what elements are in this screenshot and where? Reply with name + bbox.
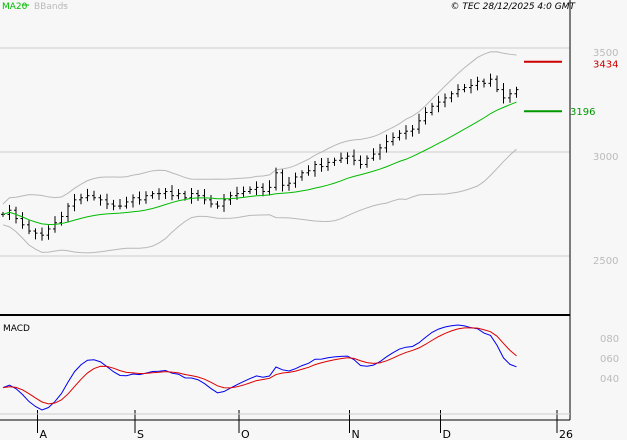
legend-ma20: MA20 [2,2,28,12]
x-tick-label: S [137,428,144,440]
y-tick-label: 3500 [593,48,618,59]
x-tick-label: 26 [559,428,573,440]
x-tick-label: O [241,428,250,440]
macd-line [2,324,517,411]
macd-tick-label: 060 [600,354,619,365]
macd-tick-label: 080 [600,334,619,345]
y-tick-label: 3000 [593,152,618,163]
x-tick-label: A [40,428,48,440]
ma20-line [2,101,517,226]
x-tick-label: N [352,428,360,440]
y-tick-label: 2500 [593,256,618,267]
macd-signal-line [2,327,517,405]
bollinger-upper [2,51,517,205]
support-label: 3196 [570,107,595,118]
macd-title: MACD [3,324,30,334]
x-tick-label: D [443,428,451,440]
copyright: © TEC 28/12/2025 4:0 GMT [450,2,576,12]
legend-bbands: BBands [34,2,68,12]
macd-tick-label: 040 [600,374,619,385]
resistance-label: 3434 [593,60,618,71]
bollinger-lower [2,148,517,254]
